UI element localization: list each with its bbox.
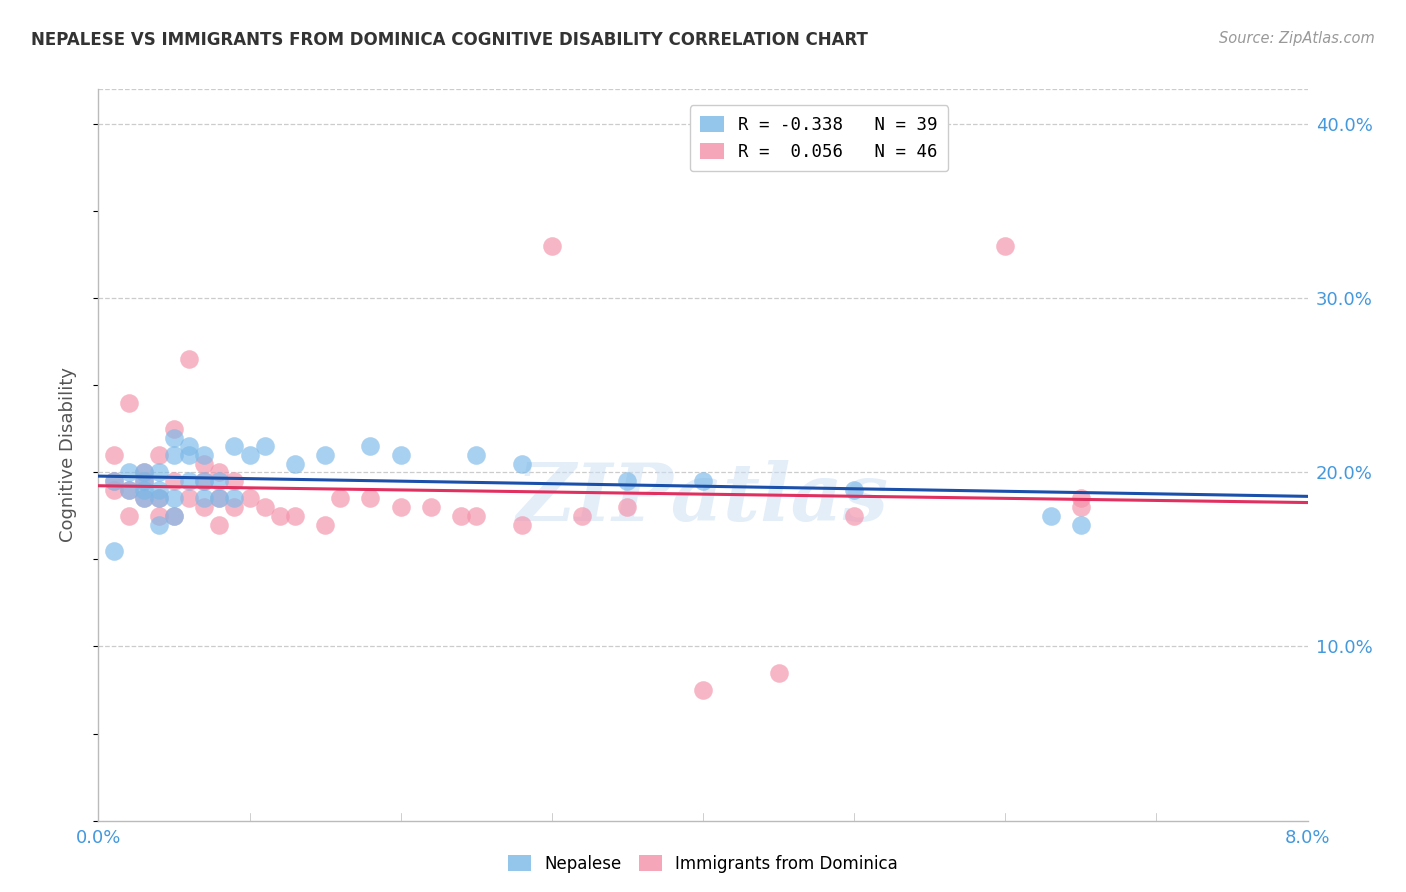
Point	[844, 508, 866, 523]
Point	[208, 491, 231, 506]
Point	[148, 491, 170, 506]
Point	[224, 474, 246, 488]
Point	[132, 466, 155, 480]
Point	[239, 491, 262, 506]
Point	[193, 491, 215, 506]
Point	[163, 422, 186, 436]
Text: Source: ZipAtlas.com: Source: ZipAtlas.com	[1219, 31, 1375, 46]
Point	[224, 491, 246, 506]
Point	[132, 474, 155, 488]
Point	[465, 448, 488, 462]
Point	[193, 474, 215, 488]
Point	[179, 474, 201, 488]
Point	[132, 491, 155, 506]
Point	[148, 448, 170, 462]
Point	[329, 491, 352, 506]
Point	[163, 430, 186, 444]
Point	[253, 500, 276, 515]
Point	[132, 483, 155, 497]
Point	[208, 466, 231, 480]
Point	[118, 483, 141, 497]
Point	[193, 474, 215, 488]
Point	[163, 508, 186, 523]
Point	[692, 474, 714, 488]
Point	[284, 508, 307, 523]
Point	[1070, 517, 1092, 532]
Point	[193, 448, 215, 462]
Point	[163, 448, 186, 462]
Point	[1039, 508, 1062, 523]
Point	[103, 474, 125, 488]
Point	[224, 439, 246, 453]
Point	[132, 474, 155, 488]
Point	[193, 457, 215, 471]
Point	[148, 517, 170, 532]
Point	[208, 491, 231, 506]
Y-axis label: Cognitive Disability: Cognitive Disability	[59, 368, 77, 542]
Point	[450, 508, 472, 523]
Point	[148, 491, 170, 506]
Point	[208, 474, 231, 488]
Point	[616, 474, 638, 488]
Point	[179, 491, 201, 506]
Point	[360, 491, 382, 506]
Point	[118, 483, 141, 497]
Point	[163, 491, 186, 506]
Point	[118, 508, 141, 523]
Point	[148, 466, 170, 480]
Point	[103, 543, 125, 558]
Legend: R = -0.338   N = 39, R =  0.056   N = 46: R = -0.338 N = 39, R = 0.056 N = 46	[690, 105, 948, 171]
Point	[103, 474, 125, 488]
Point	[163, 474, 186, 488]
Point	[510, 517, 533, 532]
Point	[284, 457, 307, 471]
Point	[179, 352, 201, 367]
Point	[118, 466, 141, 480]
Point	[269, 508, 291, 523]
Point	[465, 508, 488, 523]
Point	[571, 508, 593, 523]
Point	[132, 466, 155, 480]
Point	[692, 683, 714, 698]
Point	[616, 500, 638, 515]
Point	[314, 448, 336, 462]
Point	[179, 439, 201, 453]
Point	[1070, 491, 1092, 506]
Point	[389, 500, 412, 515]
Point	[994, 239, 1017, 253]
Text: ZIPatlas: ZIPatlas	[517, 460, 889, 538]
Point	[224, 500, 246, 515]
Point	[253, 439, 276, 453]
Point	[193, 500, 215, 515]
Point	[1070, 500, 1092, 515]
Point	[103, 448, 125, 462]
Legend: Nepalese, Immigrants from Dominica: Nepalese, Immigrants from Dominica	[502, 848, 904, 880]
Point	[540, 239, 562, 253]
Point	[163, 508, 186, 523]
Point	[314, 517, 336, 532]
Point	[148, 508, 170, 523]
Point	[239, 448, 262, 462]
Point	[360, 439, 382, 453]
Point	[208, 517, 231, 532]
Point	[179, 448, 201, 462]
Point	[148, 483, 170, 497]
Point	[103, 483, 125, 497]
Point	[132, 491, 155, 506]
Point	[844, 483, 866, 497]
Text: NEPALESE VS IMMIGRANTS FROM DOMINICA COGNITIVE DISABILITY CORRELATION CHART: NEPALESE VS IMMIGRANTS FROM DOMINICA COG…	[31, 31, 868, 49]
Point	[118, 395, 141, 409]
Point	[420, 500, 443, 515]
Point	[389, 448, 412, 462]
Point	[510, 457, 533, 471]
Point	[768, 665, 790, 680]
